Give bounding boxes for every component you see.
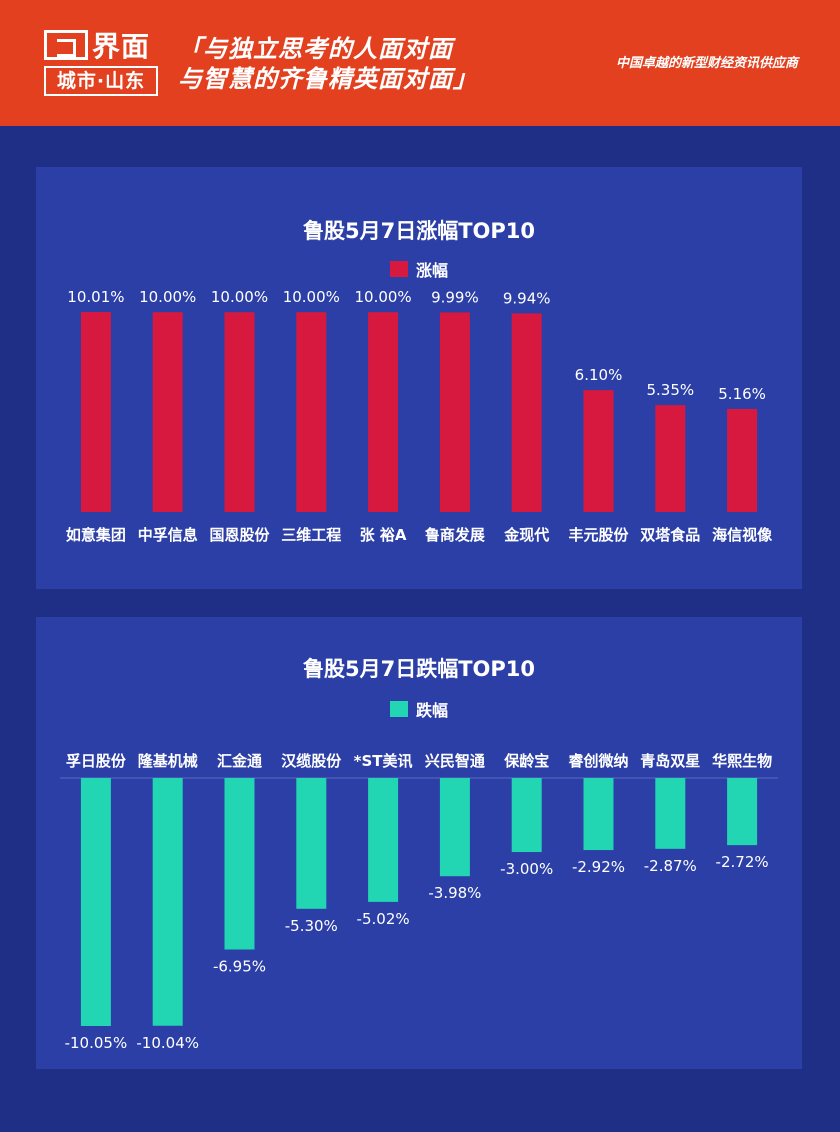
- losers-bar: [296, 778, 327, 909]
- losers-bar: [727, 778, 758, 846]
- header-banner: 界面 城市·山东 「与独立思考的人面对面 与智慧的齐鲁精英面对面」 中国卓越的新…: [0, 0, 840, 126]
- losers-category-label: 青岛双星: [640, 752, 700, 770]
- losers-legend-label: 跌幅: [415, 701, 448, 720]
- losers-chart-title: 鲁股5月7日跌幅TOP10: [302, 657, 535, 681]
- gainers-data-label: 10.00%: [354, 288, 411, 306]
- gainers-chart-title: 鲁股5月7日涨幅TOP10: [302, 219, 535, 243]
- gainers-data-label: 10.00%: [211, 288, 268, 306]
- gainers-legend: 涨幅: [36, 257, 802, 281]
- gainers-data-label: 9.99%: [431, 288, 479, 306]
- logo-mark-icon: [44, 30, 88, 60]
- losers-category-label: 华熙生物: [712, 752, 772, 770]
- gainers-bar: [727, 408, 758, 512]
- gainers-legend-swatch: [389, 261, 408, 277]
- logo-name: 界面: [92, 30, 151, 63]
- losers-data-label: -2.87%: [644, 857, 697, 875]
- gainers-bar: [511, 313, 542, 512]
- gainers-category-label: 中孚信息: [138, 526, 198, 544]
- losers-bar: [655, 778, 686, 849]
- losers-data-label: -5.30%: [285, 917, 338, 935]
- gainers-data-label: 9.94%: [503, 289, 551, 307]
- gainers-data-label: 5.35%: [646, 381, 694, 399]
- gainers-category-label: 张 裕A: [360, 526, 407, 544]
- gainers-data-label: 10.01%: [67, 288, 124, 306]
- losers-bar: [80, 778, 111, 1026]
- losers-category-label: 孚日股份: [66, 752, 127, 770]
- losers-bar: [368, 778, 399, 902]
- losers-data-label: -6.95%: [213, 958, 266, 976]
- losers-bar: [583, 778, 614, 851]
- losers-bar: [511, 778, 542, 853]
- gainers-bar: [655, 405, 686, 512]
- brand-logo: 界面 城市·山东: [44, 28, 158, 100]
- losers-bar: [439, 778, 470, 877]
- gainers-category-label: 如意集团: [66, 526, 126, 544]
- gainers-category-label: 丰元股份: [568, 526, 629, 544]
- gainers-category-label: 鲁商发展: [425, 526, 485, 544]
- gainers-data-label: 6.10%: [575, 366, 623, 384]
- slogan-line-2: 与智慧的齐鲁精英面对面」: [178, 65, 478, 93]
- losers-bar: [152, 778, 183, 1026]
- losers-legend: 跌幅: [36, 697, 802, 721]
- losers-category-label: 汉缆股份: [281, 752, 342, 770]
- losers-data-label: -2.72%: [716, 853, 769, 871]
- gainers-panel: 鲁股5月7日涨幅TOP10 涨幅 10.01% 如意集团 10.00% 中孚信息 10.…: [36, 167, 802, 589]
- gainers-data-label: 10.00%: [139, 288, 196, 306]
- losers-panel: 鲁股5月7日跌幅TOP10 跌幅 -10.05% 孚日股份 -10.04% 隆基机械 -…: [36, 617, 802, 1069]
- losers-data-label: -5.02%: [357, 910, 410, 928]
- gainers-bar: [80, 312, 111, 512]
- losers-category-label: 兴民智通: [425, 752, 485, 770]
- losers-bar-chart: -10.05% 孚日股份 -10.04% 隆基机械 -6.95% 汇金通 -5.30% 汉缆股…: [60, 752, 778, 1052]
- losers-data-label: -2.92%: [572, 858, 625, 876]
- slogan-line-1: 「与独立思考的人面对面: [178, 35, 453, 63]
- gainers-bar: [296, 312, 327, 512]
- losers-category-label: 隆基机械: [138, 752, 198, 770]
- gainers-data-label: 5.16%: [718, 385, 766, 403]
- gainers-bar: [224, 312, 255, 512]
- losers-data-label: -3.98%: [428, 884, 481, 902]
- gainers-bar: [368, 312, 399, 512]
- gainers-bar: [152, 312, 183, 512]
- logo-subtitle: 城市·山东: [44, 66, 158, 96]
- losers-category-label: 保龄宝: [503, 752, 549, 770]
- gainers-category-label: 金现代: [503, 526, 549, 544]
- losers-bar: [224, 778, 255, 950]
- losers-category-label: 睿创微纳: [568, 752, 628, 770]
- losers-data-label: -10.04%: [136, 1034, 199, 1052]
- gainers-bar: [583, 390, 614, 512]
- tagline: 中国卓越的新型财经资讯供应商: [615, 56, 798, 71]
- slogan: 「与独立思考的人面对面 与智慧的齐鲁精英面对面」: [178, 34, 478, 94]
- losers-data-label: -3.00%: [500, 860, 553, 878]
- losers-legend-swatch: [389, 701, 408, 717]
- gainers-bar: [439, 312, 470, 512]
- gainers-legend-label: 涨幅: [415, 261, 448, 280]
- gainers-data-label: 10.00%: [283, 288, 340, 306]
- losers-data-label: -10.05%: [65, 1034, 128, 1052]
- gainers-bar-chart: 10.01% 如意集团 10.00% 中孚信息 10.00% 国恩股份 10.00% 三维工程…: [66, 288, 773, 544]
- gainers-category-label: 三维工程: [281, 526, 341, 544]
- losers-category-label: 汇金通: [217, 752, 262, 770]
- gainers-category-label: 海信视像: [712, 526, 773, 544]
- gainers-category-label: 双塔食品: [640, 526, 700, 544]
- gainers-category-label: 国恩股份: [209, 526, 270, 544]
- losers-category-label: *ST美讯: [354, 752, 413, 770]
